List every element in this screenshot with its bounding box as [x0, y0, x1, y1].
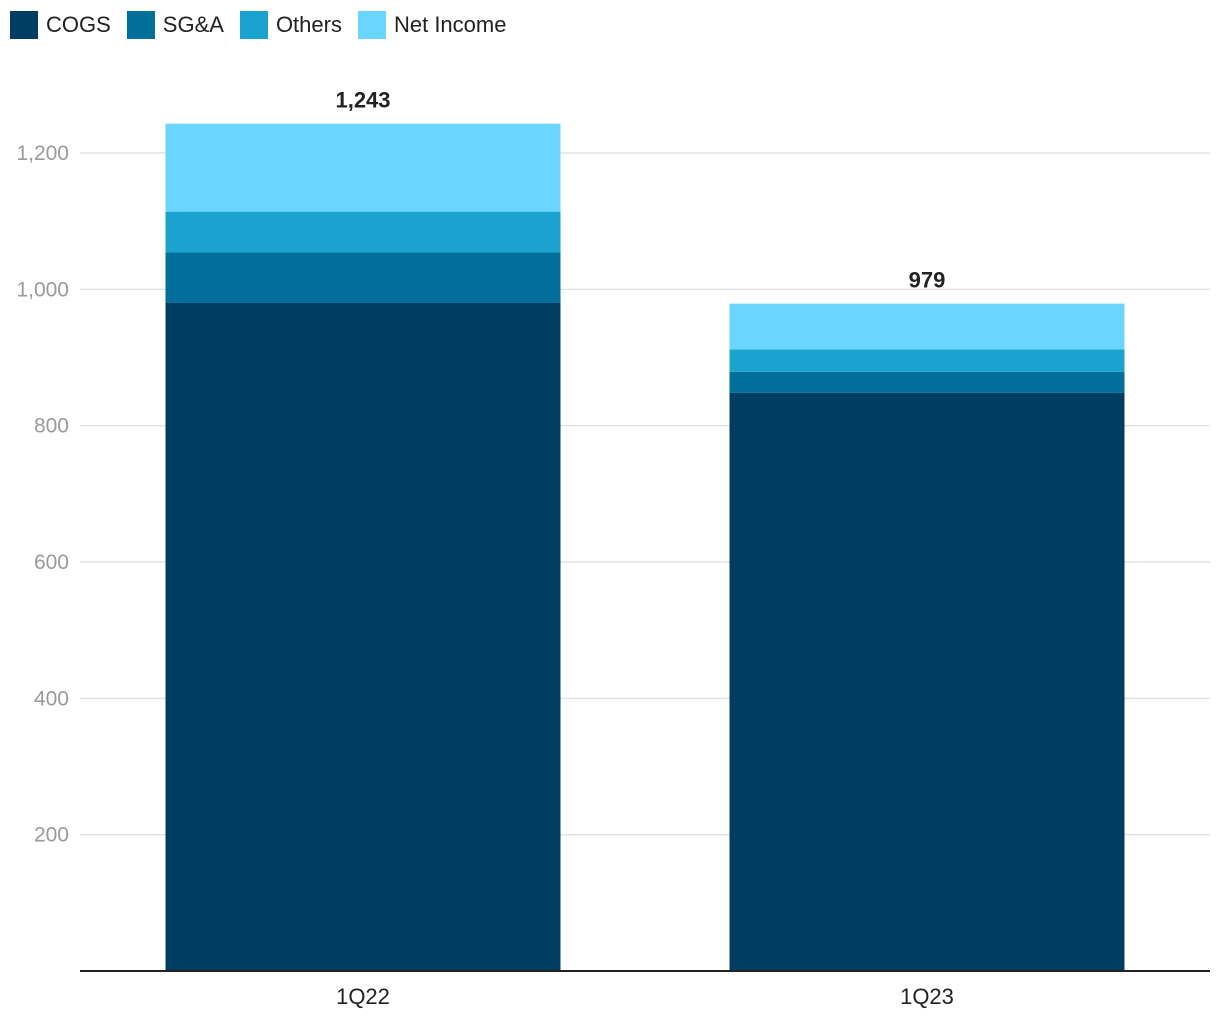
total-label-1q22: 1,243	[335, 88, 390, 113]
legend-label-cogs: COGS	[46, 12, 111, 37]
chart-legend: COGS SG&A Others Net Income	[10, 11, 506, 39]
bar-1q22-cogs	[165, 302, 561, 971]
bar-1q23-cogs	[729, 392, 1125, 971]
legend-item-sga: SG&A	[126, 11, 224, 39]
bar-1q22-others	[165, 211, 561, 253]
legend-label-sga: SG&A	[162, 12, 224, 37]
x-tick-label-1q22: 1Q22	[336, 984, 390, 1009]
y-tick-label-200: 200	[34, 824, 69, 847]
y-tick-label-600: 600	[34, 551, 69, 574]
bar-1q23-net-income	[729, 303, 1125, 350]
legend-item-cogs: COGS	[10, 11, 111, 39]
bar-1q22-sg-a	[165, 252, 561, 303]
bar-1q23-others	[729, 349, 1125, 372]
legend-swatch-net-income	[357, 11, 386, 39]
y-tick-label-1200: 1,200	[16, 142, 69, 165]
legend-item-others: Others	[239, 11, 342, 39]
bar-1q23-sg-a	[729, 371, 1125, 393]
legend-label-net-income: Net Income	[393, 12, 507, 37]
bar-1q22-net-income	[165, 123, 561, 212]
legend-label-others: Others	[275, 12, 342, 37]
y-tick-label-1000: 1,000	[16, 278, 69, 301]
y-tick-label-800: 800	[34, 415, 69, 438]
y-tick-label-400: 400	[34, 687, 69, 710]
x-tick-label-1q23: 1Q23	[900, 984, 954, 1009]
legend-swatch-others	[239, 11, 268, 39]
legend-swatch-sga	[126, 11, 155, 39]
legend-item-net-income: Net Income	[357, 11, 507, 39]
total-label-1q23: 979	[909, 268, 946, 293]
legend-swatch-cogs	[10, 11, 38, 39]
